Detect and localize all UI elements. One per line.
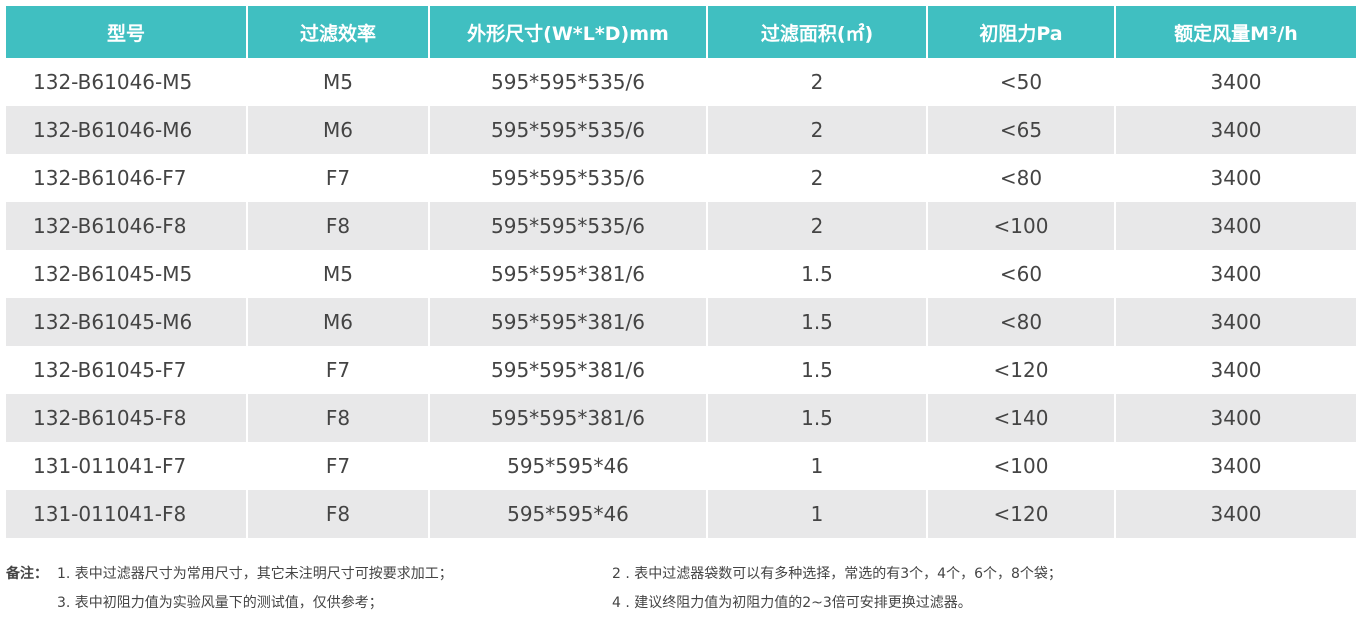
table-cell: 1.5 [708,250,926,298]
table-cell: 1 [708,490,926,538]
table-cell: 3400 [1116,154,1356,202]
table-cell: M5 [248,58,428,106]
table-cell: <140 [928,394,1114,442]
table-cell: 2 [708,58,926,106]
table-cell: 132-B61045-F7 [6,346,246,394]
spec-table: 型号 过滤效率 外形尺寸(W*L*D)mm 过滤面积(㎡) 初阻力Pa 额定风量M³/h 1… [6,6,1356,538]
table-cell: 595*595*535/6 [430,58,706,106]
header-cell: 过滤效率 [248,6,428,58]
table-cell: <120 [928,490,1114,538]
table-cell: 2 [708,106,926,154]
table-cell: 132-B61045-F8 [6,394,246,442]
table-cell: M6 [248,106,428,154]
table-cell: <100 [928,202,1114,250]
table-cell: 3400 [1116,298,1356,346]
table-cell: <80 [928,154,1114,202]
table-cell: F7 [248,442,428,490]
header-cell: 额定风量M³/h [1116,6,1356,58]
table-cell: 131-011041-F7 [6,442,246,490]
table-cell: F8 [248,202,428,250]
table-cell: 595*595*46 [430,442,706,490]
table-cell: 2 [708,202,926,250]
table-cell: 3400 [1116,346,1356,394]
note-item: 1. 表中过滤器尺寸为常用尺寸，其它未注明尺寸可按要求加工； [57,566,453,582]
table-cell: M5 [248,250,428,298]
header-cell: 初阻力Pa [928,6,1114,58]
note-item: 2 . 表中过滤器袋数可以有多种选择，常选的有3个，4个，6个，8个袋； [612,566,1062,582]
table-cell: 132-B61046-M5 [6,58,246,106]
table-cell: 1 [708,442,926,490]
table-cell: <80 [928,298,1114,346]
table-cell: <100 [928,442,1114,490]
table-cell: M6 [248,298,428,346]
table-cell: 3400 [1116,490,1356,538]
table-cell: 3400 [1116,58,1356,106]
table-cell: <120 [928,346,1114,394]
table-cell: 1.5 [708,298,926,346]
header-cell: 外形尺寸(W*L*D)mm [430,6,706,58]
table-cell: 595*595*535/6 [430,202,706,250]
table-cell: <65 [928,106,1114,154]
header-cell: 过滤面积(㎡) [708,6,926,58]
table-cell: 132-B61046-F8 [6,202,246,250]
note-item: 3. 表中初阻力值为实验风量下的测试值，仅供参考； [57,595,383,611]
notes-label: 备注： [6,566,48,582]
table-cell: 132-B61046-M6 [6,106,246,154]
table-cell: 3400 [1116,394,1356,442]
header-cell: 型号 [6,6,246,58]
table-cell: 2 [708,154,926,202]
table-cell: F7 [248,346,428,394]
table-cell: 3400 [1116,442,1356,490]
table-cell: 595*595*381/6 [430,298,706,346]
table-cell: 595*595*535/6 [430,154,706,202]
table-cell: 132-B61045-M5 [6,250,246,298]
table-cell: 595*595*381/6 [430,250,706,298]
table-cell: 3400 [1116,250,1356,298]
table-cell: <50 [928,58,1114,106]
table-cell: 132-B61045-M6 [6,298,246,346]
table-cell: <60 [928,250,1114,298]
table-cell: F8 [248,394,428,442]
table-cell: 131-011041-F8 [6,490,246,538]
note-item: 4 . 建议终阻力值为初阻力值的2~3倍可安排更换过滤器。 [612,595,972,611]
table-cell: F8 [248,490,428,538]
table-cell: 1.5 [708,394,926,442]
table-cell: 595*595*46 [430,490,706,538]
table-cell: 3400 [1116,106,1356,154]
table-cell: 3400 [1116,202,1356,250]
table-cell: F7 [248,154,428,202]
table-cell: 132-B61046-F7 [6,154,246,202]
table-cell: 1.5 [708,346,926,394]
table-cell: 595*595*381/6 [430,394,706,442]
table-cell: 595*595*381/6 [430,346,706,394]
table-cell: 595*595*535/6 [430,106,706,154]
